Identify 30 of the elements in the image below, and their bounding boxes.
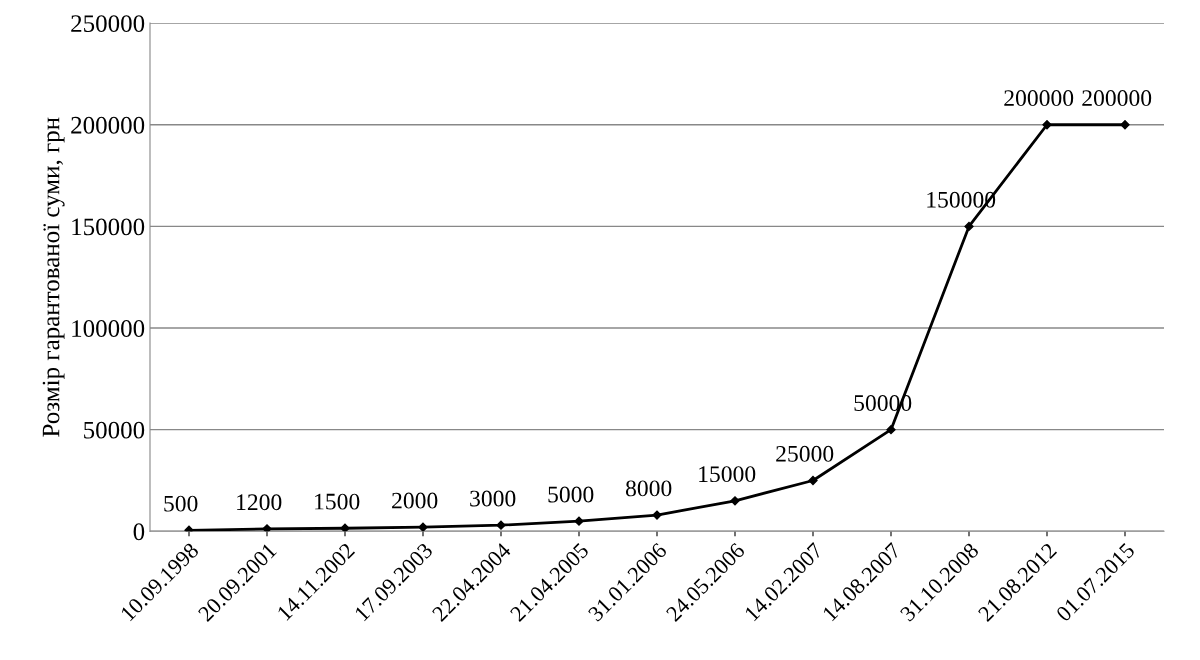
data-label: 500: [164, 495, 198, 512]
point: [340, 523, 350, 532]
point: [574, 516, 584, 526]
point: [418, 522, 428, 532]
point: [1042, 120, 1052, 130]
point: [1120, 120, 1130, 130]
point: [886, 425, 896, 435]
data-label: 200000: [1082, 90, 1152, 107]
y-tick-label: 150000: [72, 218, 145, 236]
point: [262, 524, 272, 532]
y-tick-label: 0: [133, 523, 145, 541]
y-axis-title: Розмір гарантованої суми, грн: [42, 117, 65, 437]
data-label: 2000: [392, 492, 438, 509]
data-label: 8000: [625, 480, 672, 497]
data-label: 1500: [315, 493, 360, 510]
point: [184, 525, 194, 532]
data-label: 5000: [548, 486, 594, 503]
y-tick-label: 50000: [84, 421, 145, 439]
data-label: 15000: [699, 466, 756, 483]
data-label: 25000: [776, 445, 834, 462]
data-label: 3000: [470, 490, 516, 507]
data-label: 1200: [237, 494, 282, 511]
point: [808, 475, 818, 486]
point: [964, 221, 974, 232]
point: [496, 520, 506, 530]
y-tick-label: 200000: [71, 116, 145, 134]
point: [730, 496, 740, 506]
y-tick-label: 250000: [71, 15, 145, 33]
y-tick-label: 100000: [72, 320, 145, 337]
data-label: 200000: [1004, 90, 1074, 107]
